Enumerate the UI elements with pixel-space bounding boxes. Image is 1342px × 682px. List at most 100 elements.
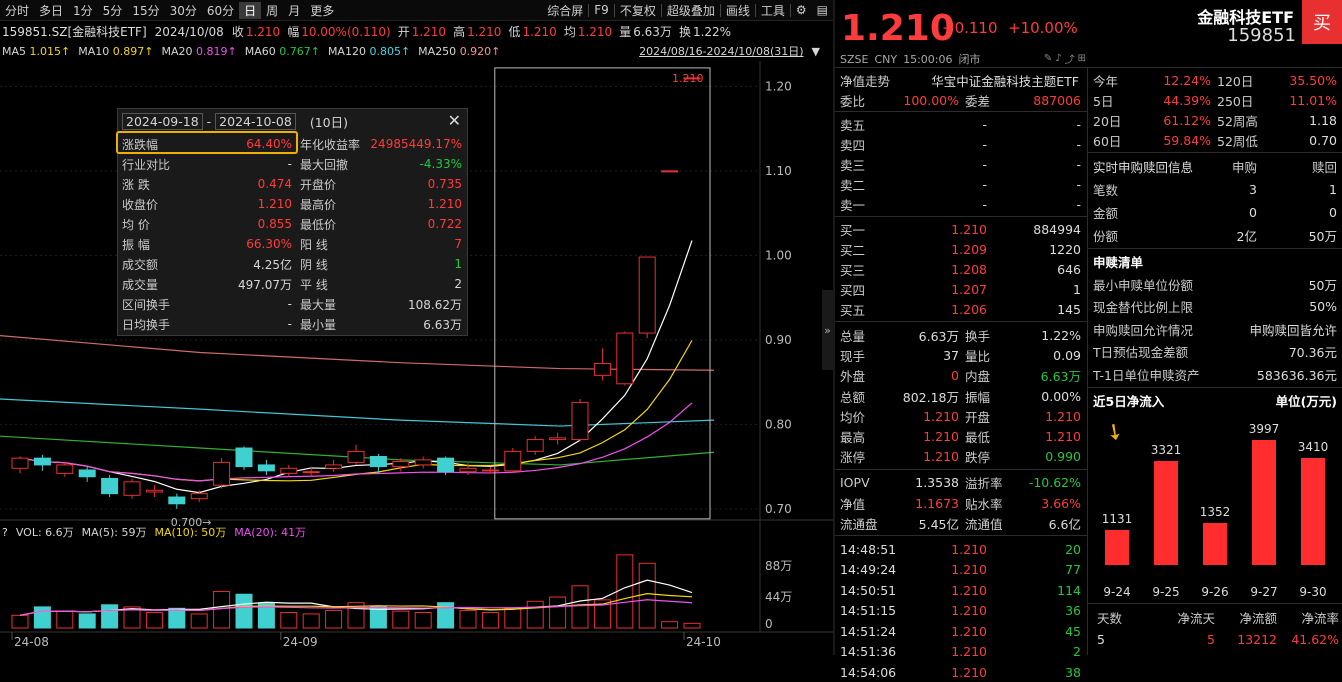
candle-body[interactable] — [504, 450, 522, 472]
candle-body[interactable] — [437, 457, 455, 473]
candle-body[interactable] — [257, 464, 275, 472]
candle-body[interactable] — [78, 469, 96, 478]
period-tab-10[interactable]: 更多 — [310, 3, 335, 18]
volume-bar[interactable] — [549, 596, 567, 629]
candle-body[interactable] — [11, 457, 29, 469]
candle-body[interactable] — [101, 477, 119, 495]
candle-body[interactable] — [123, 481, 141, 496]
edit-icon[interactable]: ✎ — [1043, 53, 1053, 64]
order-book-row[interactable]: 卖五 - - — [840, 116, 1081, 133]
order-book-row[interactable]: 卖三 - - — [840, 156, 1081, 173]
volume-bar[interactable] — [123, 606, 141, 629]
candle-body[interactable] — [392, 461, 410, 468]
volume-bar[interactable] — [101, 604, 119, 629]
toolbar-item-3[interactable]: 超级叠加 — [666, 3, 715, 18]
buy-button[interactable]: 买 — [1302, 0, 1342, 44]
book-icon[interactable]: ▤ — [816, 3, 828, 17]
volume-bar[interactable] — [33, 606, 51, 629]
volume-bar[interactable] — [145, 612, 163, 629]
toolbar-item-1[interactable]: F9 — [594, 3, 609, 17]
candle-body[interactable] — [414, 459, 432, 466]
volume-bar[interactable] — [235, 593, 253, 629]
volume-bar[interactable] — [638, 562, 656, 629]
inflow-bar[interactable] — [1252, 440, 1276, 565]
volume-bar[interactable] — [11, 614, 29, 629]
volume-bar[interactable] — [504, 607, 522, 629]
candle-body[interactable] — [302, 471, 320, 474]
candle-body[interactable] — [638, 256, 656, 334]
inflow-bar[interactable] — [1301, 458, 1325, 565]
volume-bar[interactable] — [683, 622, 701, 629]
dropdown-icon[interactable]: ▼ — [811, 44, 820, 58]
order-book-row[interactable]: 买五 1.206 145 — [840, 301, 1081, 318]
volume-bar[interactable] — [56, 610, 74, 629]
period-tab-1[interactable]: 多日 — [39, 3, 64, 18]
period-tab-0[interactable]: 分时 — [5, 3, 30, 18]
close-icon[interactable]: ✕ — [447, 111, 461, 130]
period-tab-4[interactable]: 15分 — [132, 3, 160, 18]
order-book-row[interactable]: 买三 1.208 646 — [840, 261, 1081, 278]
candle-body[interactable] — [369, 455, 387, 468]
order-book-row[interactable]: 买四 1.207 1 — [840, 281, 1081, 298]
candle-body[interactable] — [325, 464, 343, 469]
order-book-row[interactable]: 卖四 - - — [840, 136, 1081, 153]
candle-body[interactable] — [56, 464, 74, 474]
period-tab-6[interactable]: 60分 — [206, 3, 235, 18]
candle-body[interactable] — [593, 363, 611, 376]
settings-icon[interactable]: ⚙ — [795, 3, 807, 17]
volume-bar[interactable] — [481, 612, 499, 629]
candle-body[interactable] — [280, 467, 298, 474]
period-tab-3[interactable]: 5分 — [102, 3, 123, 18]
volume-bar[interactable] — [190, 613, 208, 629]
volume-bar[interactable] — [593, 599, 611, 629]
toolbar-item-5[interactable]: 工具 — [760, 3, 785, 18]
toolbar-item-2[interactable]: 不复权 — [619, 3, 656, 18]
collapse-handle[interactable]: » — [822, 290, 833, 370]
volume-bar[interactable] — [168, 607, 186, 629]
candle-body[interactable] — [235, 447, 253, 468]
period-tab-2[interactable]: 1分 — [73, 3, 93, 18]
order-book-row[interactable]: 卖一 - - — [840, 196, 1081, 213]
order-book-row[interactable]: 卖二 - - — [840, 176, 1081, 193]
candle-body[interactable] — [459, 467, 477, 473]
more-icon[interactable]: ⊞ — [1077, 53, 1086, 64]
candle-body[interactable] — [213, 461, 231, 486]
volume-bar[interactable] — [78, 613, 96, 629]
candle-body[interactable] — [33, 457, 51, 466]
interval-selection-box[interactable] — [494, 67, 711, 520]
date-range[interactable]: 2024/08/16-2024/10/08(31日) — [639, 45, 804, 58]
date-to-field[interactable]: 2024-10-08 — [215, 112, 296, 130]
candle-body[interactable] — [571, 401, 589, 441]
candle-body[interactable] — [616, 332, 634, 385]
date-from-field[interactable]: 2024-09-18 — [122, 112, 203, 130]
toolbar-item-4[interactable]: 画线 — [725, 3, 750, 18]
period-tab-5[interactable]: 30分 — [169, 3, 197, 18]
volume-bar[interactable] — [459, 609, 477, 629]
share-icon[interactable]: ⤴ — [1064, 55, 1075, 66]
volume-bar[interactable] — [526, 600, 544, 629]
inflow-bar[interactable] — [1203, 522, 1227, 565]
volume-bar[interactable] — [213, 590, 231, 629]
toolbar-item-0[interactable]: 综合屏 — [547, 3, 584, 18]
period-tab-7[interactable]: 日 — [239, 1, 262, 19]
period-tab-8[interactable]: 周 — [266, 3, 279, 18]
volume-bar[interactable] — [571, 585, 589, 629]
kline-chart-panel[interactable]: 分时 多日 1分 5分 15分 30分 60分日周月更多 综合屏 F9 不复权 超级叠加 画线 工具 ⚙ ▤… — [0, 0, 833, 655]
candle-body[interactable] — [190, 493, 208, 500]
volume-bar[interactable] — [325, 609, 343, 629]
volume-bar[interactable] — [280, 612, 298, 629]
inflow-bar[interactable] — [1105, 529, 1129, 565]
candle-body[interactable] — [661, 170, 679, 173]
candle-body[interactable] — [168, 496, 186, 505]
volume-bar[interactable] — [437, 602, 455, 629]
volume-bar[interactable] — [414, 612, 432, 629]
candle-body[interactable] — [526, 439, 544, 452]
candle-body[interactable] — [683, 77, 701, 80]
candle-body[interactable] — [549, 437, 567, 441]
inflow-bar[interactable] — [1154, 461, 1178, 565]
candle-body[interactable] — [145, 489, 163, 493]
candle-body[interactable] — [481, 469, 499, 472]
volume-bar[interactable] — [257, 602, 275, 629]
bell-icon[interactable]: ♪ — [1055, 53, 1062, 64]
order-book-row[interactable]: 买二 1.209 1220 — [840, 241, 1081, 258]
